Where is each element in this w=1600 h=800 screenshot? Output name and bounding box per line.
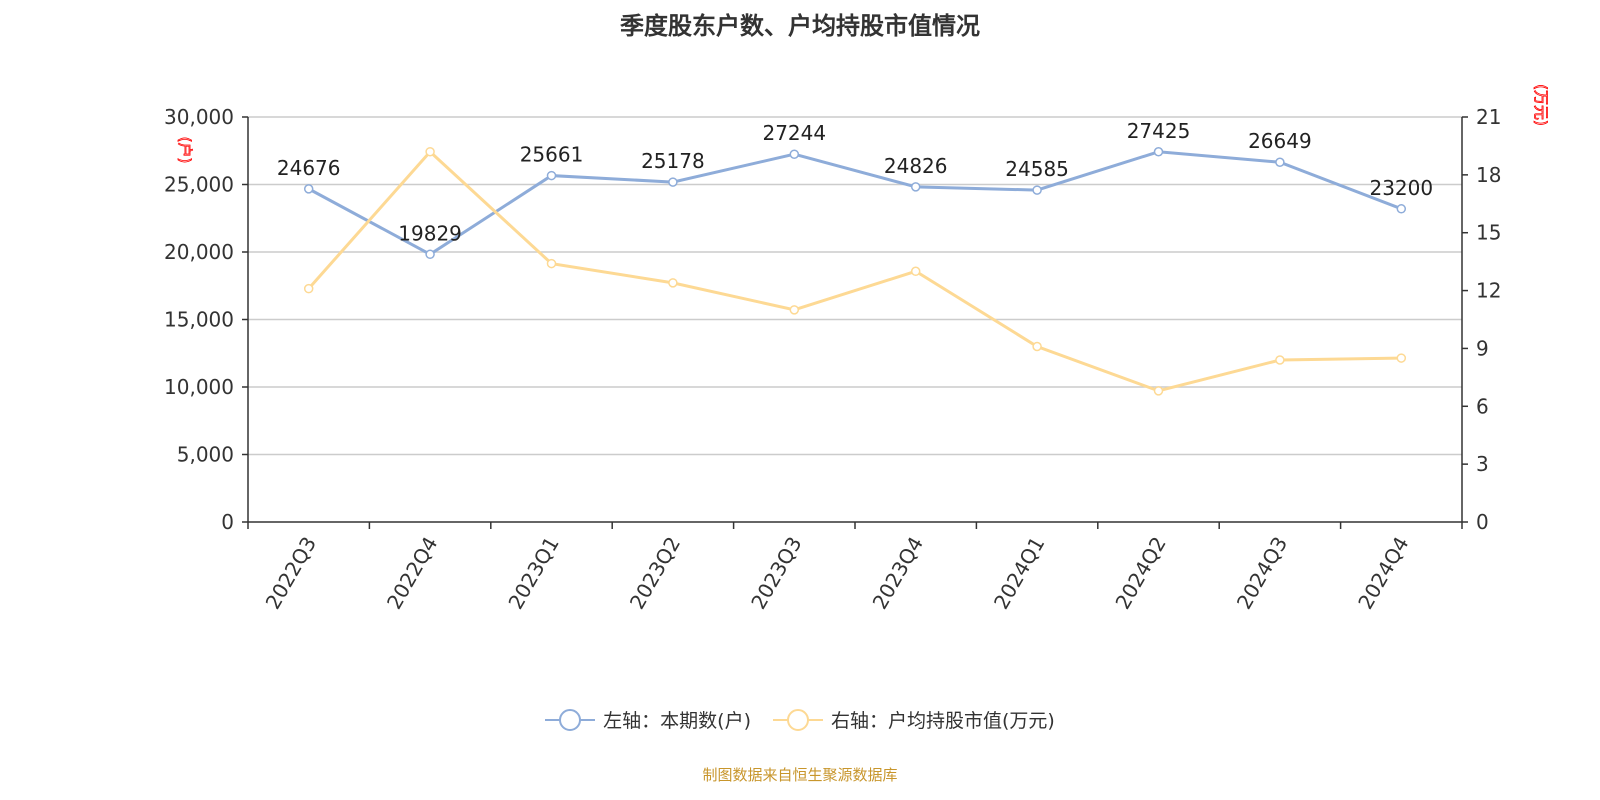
data-point bbox=[546, 258, 557, 269]
data-point bbox=[789, 149, 800, 159]
legend-label: 左轴：本期数(户) bbox=[603, 710, 751, 732]
data-point bbox=[546, 170, 557, 181]
x-tick-label: 2024Q4 bbox=[1353, 533, 1413, 614]
legend-label: 右轴：户均持股市值(万元) bbox=[831, 710, 1055, 732]
data-point bbox=[910, 266, 921, 277]
legend: 左轴：本期数(户) 右轴：户均持股市值(万元) bbox=[0, 706, 1600, 733]
data-point bbox=[1032, 185, 1042, 195]
left-tick-label: 0 bbox=[221, 510, 234, 534]
data-point bbox=[1153, 147, 1164, 157]
data-point bbox=[1396, 353, 1407, 363]
right-tick-label: 15 bbox=[1476, 221, 1501, 245]
legend-item-avg-value[interactable]: 右轴：户均持股市值(万元) bbox=[773, 706, 1055, 733]
right-tick-label: 0 bbox=[1476, 510, 1489, 534]
left-tick-label: 30,000 bbox=[164, 105, 234, 129]
data-point bbox=[1275, 355, 1285, 365]
left-tick-label: 5,000 bbox=[177, 443, 234, 467]
data-point bbox=[1396, 204, 1407, 214]
series-line-0 bbox=[307, 150, 1402, 257]
x-tick-label: 2023Q2 bbox=[625, 533, 685, 614]
right-tick-label: 6 bbox=[1476, 394, 1489, 418]
x-tick-label: 2024Q1 bbox=[989, 533, 1049, 614]
data-label: 19829 bbox=[398, 221, 462, 245]
legend-item-holders[interactable]: 左轴：本期数(户) bbox=[545, 706, 751, 733]
data-point bbox=[1153, 386, 1164, 396]
chart-title: 季度股东户数、户均持股市值情况 bbox=[620, 12, 980, 40]
series-line-1 bbox=[307, 149, 1402, 393]
left-tick-label: 15,000 bbox=[164, 308, 234, 332]
right-tick-label: 3 bbox=[1476, 452, 1489, 476]
data-label: 25178 bbox=[641, 149, 705, 173]
data-point bbox=[1032, 341, 1042, 352]
x-tick-label: 2023Q1 bbox=[503, 533, 563, 614]
data-label: 24676 bbox=[277, 156, 341, 180]
legend-marker-yellow bbox=[773, 708, 823, 731]
data-point bbox=[425, 146, 435, 157]
x-tick-label: 2023Q3 bbox=[746, 533, 806, 614]
right-tick-label: 21 bbox=[1476, 105, 1501, 129]
data-label: 24826 bbox=[884, 154, 948, 178]
data-label: 24585 bbox=[1005, 157, 1069, 181]
x-tick-label: 2023Q4 bbox=[868, 533, 928, 614]
data-point bbox=[789, 305, 800, 315]
data-label: 27244 bbox=[762, 121, 826, 145]
data-point bbox=[303, 283, 314, 294]
x-tick-label: 2022Q4 bbox=[382, 533, 442, 614]
data-point bbox=[425, 249, 435, 260]
data-point bbox=[910, 182, 921, 192]
left-tick-label: 25,000 bbox=[164, 173, 234, 197]
x-tick-label: 2024Q3 bbox=[1232, 533, 1292, 614]
data-point bbox=[1275, 157, 1285, 167]
data-point bbox=[668, 177, 678, 187]
data-point bbox=[668, 278, 678, 288]
right-axis-name: (万元) bbox=[1532, 84, 1550, 126]
right-tick-label: 9 bbox=[1476, 336, 1489, 360]
legend-marker-blue bbox=[545, 708, 596, 731]
right-tick-label: 12 bbox=[1476, 279, 1501, 303]
data-label: 23200 bbox=[1369, 176, 1433, 200]
data-label: 27425 bbox=[1127, 119, 1191, 143]
data-point bbox=[303, 184, 314, 194]
right-tick-label: 18 bbox=[1476, 163, 1501, 187]
x-tick-label: 2024Q2 bbox=[1110, 533, 1170, 614]
x-tick-label: 2022Q3 bbox=[261, 533, 321, 614]
source-footer: 制图数据来自恒生聚源数据库 bbox=[702, 766, 898, 784]
data-label: 25661 bbox=[520, 143, 584, 167]
data-label: 26649 bbox=[1248, 129, 1312, 153]
left-tick-label: 20,000 bbox=[164, 240, 234, 264]
line-chart: 0 5,000 10,000 15,000 20,000 25,000 30,000 0 3 6 9… bbox=[164, 84, 1550, 614]
left-axis-name: (户) bbox=[176, 137, 194, 164]
left-tick-label: 10,000 bbox=[164, 375, 234, 399]
